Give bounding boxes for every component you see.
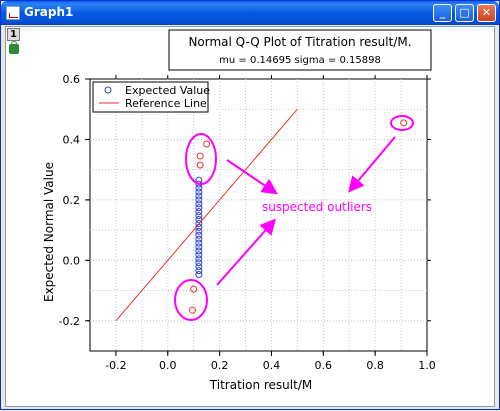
outlier-highlight-top — [185, 133, 217, 185]
outlier-highlight-bottom — [174, 279, 208, 321]
expected-value-point — [195, 204, 203, 212]
x-tick-label: 0.2 — [211, 359, 229, 372]
arrow-from-bottom — [216, 218, 276, 286]
legend-entry-reference: Reference Line — [125, 97, 207, 110]
gridlines — [90, 79, 427, 351]
reference-line — [115, 108, 298, 322]
lock-icon[interactable] — [9, 41, 19, 54]
y-axis-ticks: -0.2 0.0 0.2 0.4 0.6 — [59, 73, 431, 328]
arrow-from-top — [226, 159, 278, 195]
outlier-highlight-right — [390, 115, 414, 131]
expected-value-point — [195, 259, 203, 267]
expected-value-point — [195, 212, 203, 220]
title-box — [168, 29, 432, 71]
outlier-point — [190, 285, 198, 293]
maximize-button[interactable]: □ — [455, 4, 474, 22]
expected-value-point — [195, 239, 203, 247]
y-tick-label: 0.2 — [63, 194, 81, 207]
layer-number-badge[interactable]: 1 — [7, 28, 20, 41]
series-marks — [115, 108, 408, 322]
y-tick-label: 0.4 — [63, 133, 81, 146]
window-title: Graph1 — [24, 5, 74, 19]
outlier-point — [203, 140, 211, 148]
legend-box[interactable] — [92, 81, 209, 113]
chart-subtitle: mu = 0.14695 sigma = 0.15898 — [219, 55, 381, 66]
expected-value-point — [195, 271, 203, 279]
x-tick-label: 0.0 — [159, 359, 177, 372]
y-tick-label: 0.0 — [63, 254, 81, 267]
expected-value-point — [195, 196, 203, 204]
expected-value-point — [195, 255, 203, 263]
expected-value-point — [195, 219, 203, 227]
outlier-annotation: suspected outliers — [262, 200, 372, 214]
x-tick-label: -0.2 — [105, 359, 126, 372]
expected-value-point — [195, 263, 203, 271]
chart-title: Normal Q-Q Plot of Titration result/M. — [188, 35, 411, 49]
arrow-from-right — [348, 136, 396, 193]
expected-value-point — [195, 251, 203, 259]
expected-value-point — [195, 208, 203, 216]
expected-value-point — [195, 192, 203, 200]
expected-value-point — [195, 227, 203, 235]
title-bar[interactable]: Graph1 _ □ ✕ — [1, 1, 499, 25]
y-tick-label: 0.6 — [63, 73, 81, 86]
minimize-button[interactable]: _ — [433, 4, 452, 22]
outlier-point — [188, 306, 196, 314]
plot-frame — [89, 78, 428, 352]
close-button[interactable]: ✕ — [477, 4, 496, 22]
expected-value-point — [195, 235, 203, 243]
x-tick-label: 0.8 — [366, 359, 384, 372]
legend-entry-expected: Expected Value — [125, 84, 210, 97]
expected-value-point — [195, 243, 203, 251]
expected-value-point — [195, 216, 203, 224]
expected-value-point — [195, 188, 203, 196]
x-tick-label: 0.4 — [263, 359, 281, 372]
outlier-point — [400, 119, 408, 127]
legend-symbol-expected — [104, 86, 112, 94]
y-axis-label: Expected Normal Value — [42, 162, 56, 302]
x-tick-label: 0.6 — [315, 359, 333, 372]
x-axis-label: Titration result/M — [209, 378, 312, 392]
y-tick-label: -0.2 — [59, 315, 80, 328]
x-tick-label: 1.0 — [418, 359, 436, 372]
x-axis-ticks: -0.2 0.0 0.2 0.4 0.6 0.8 1.0 — [105, 75, 436, 372]
expected-value-point — [195, 184, 203, 192]
expected-value-point — [195, 267, 203, 275]
expected-value-point — [195, 247, 203, 255]
outlier-point — [196, 161, 204, 169]
expected-value-point — [195, 200, 203, 208]
expected-value-point — [195, 231, 203, 239]
graph-window-icon[interactable] — [6, 6, 20, 20]
outlier-point — [196, 152, 204, 160]
graph-client-area — [5, 26, 495, 407]
